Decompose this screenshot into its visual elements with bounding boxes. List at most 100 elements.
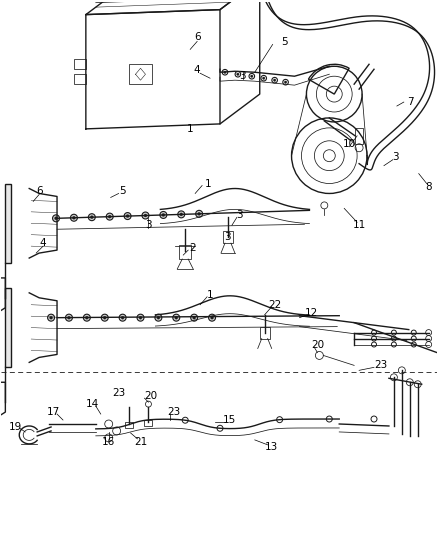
Text: 19: 19 bbox=[9, 422, 22, 432]
Circle shape bbox=[249, 74, 254, 79]
Circle shape bbox=[162, 213, 165, 216]
Circle shape bbox=[326, 416, 332, 422]
Text: 3: 3 bbox=[237, 211, 243, 220]
Text: 4: 4 bbox=[40, 238, 46, 248]
Circle shape bbox=[90, 216, 93, 219]
Text: 16: 16 bbox=[102, 437, 115, 447]
Text: 22: 22 bbox=[268, 300, 281, 310]
Bar bbox=[355, 128, 363, 144]
Circle shape bbox=[235, 71, 240, 77]
Text: 1: 1 bbox=[207, 290, 213, 300]
Circle shape bbox=[48, 314, 55, 321]
Circle shape bbox=[237, 73, 239, 76]
Circle shape bbox=[101, 314, 108, 321]
Text: 5: 5 bbox=[119, 187, 126, 197]
Circle shape bbox=[139, 316, 142, 319]
Circle shape bbox=[277, 417, 283, 423]
Circle shape bbox=[284, 81, 287, 83]
Text: 12: 12 bbox=[305, 308, 318, 318]
Text: 14: 14 bbox=[86, 399, 99, 409]
Circle shape bbox=[273, 79, 276, 82]
Text: 23: 23 bbox=[168, 407, 181, 417]
Text: 11: 11 bbox=[353, 220, 366, 230]
Circle shape bbox=[157, 316, 160, 319]
Circle shape bbox=[142, 212, 149, 219]
Text: 6: 6 bbox=[36, 187, 42, 197]
Bar bbox=[124, 422, 133, 428]
Circle shape bbox=[121, 316, 124, 319]
Text: 17: 17 bbox=[46, 407, 60, 417]
Circle shape bbox=[196, 211, 203, 217]
Circle shape bbox=[144, 214, 147, 217]
Text: 5: 5 bbox=[281, 37, 288, 47]
Circle shape bbox=[55, 217, 57, 220]
Circle shape bbox=[193, 316, 196, 319]
Circle shape bbox=[137, 314, 144, 321]
Circle shape bbox=[178, 211, 185, 218]
Bar bbox=[5, 183, 11, 263]
Circle shape bbox=[180, 213, 183, 216]
Circle shape bbox=[53, 215, 60, 222]
Circle shape bbox=[371, 416, 377, 422]
Circle shape bbox=[261, 76, 266, 81]
Bar bbox=[74, 74, 86, 84]
Circle shape bbox=[88, 214, 95, 221]
Text: 10: 10 bbox=[343, 139, 356, 149]
Text: 3: 3 bbox=[145, 220, 152, 230]
Bar bbox=[74, 59, 86, 69]
Circle shape bbox=[173, 314, 180, 321]
Circle shape bbox=[72, 216, 75, 219]
Bar bbox=[179, 245, 191, 259]
Bar bbox=[145, 420, 152, 426]
Circle shape bbox=[392, 336, 396, 341]
Text: 3: 3 bbox=[392, 152, 399, 161]
Text: 3: 3 bbox=[240, 71, 246, 81]
Circle shape bbox=[71, 214, 78, 221]
Circle shape bbox=[222, 69, 228, 75]
Circle shape bbox=[49, 316, 53, 319]
Circle shape bbox=[103, 316, 106, 319]
Circle shape bbox=[371, 336, 377, 341]
Text: 1: 1 bbox=[205, 179, 212, 189]
Circle shape bbox=[124, 213, 131, 220]
Circle shape bbox=[155, 314, 162, 321]
Circle shape bbox=[108, 215, 111, 218]
Circle shape bbox=[411, 336, 416, 341]
Text: 13: 13 bbox=[265, 442, 278, 452]
Circle shape bbox=[411, 330, 416, 335]
Bar bbox=[5, 288, 11, 367]
Circle shape bbox=[217, 425, 223, 431]
Text: 1: 1 bbox=[187, 124, 194, 134]
Text: 15: 15 bbox=[223, 415, 237, 425]
Bar bbox=[260, 327, 270, 338]
Circle shape bbox=[211, 316, 214, 319]
Circle shape bbox=[251, 75, 253, 77]
Circle shape bbox=[175, 316, 178, 319]
Circle shape bbox=[392, 330, 396, 335]
Circle shape bbox=[272, 77, 277, 83]
Circle shape bbox=[198, 212, 201, 215]
Circle shape bbox=[182, 417, 188, 423]
Text: 20: 20 bbox=[311, 340, 324, 350]
Circle shape bbox=[106, 213, 113, 220]
Text: 20: 20 bbox=[144, 391, 157, 401]
Text: 6: 6 bbox=[194, 33, 201, 43]
Circle shape bbox=[126, 215, 129, 217]
Bar bbox=[129, 64, 152, 84]
Circle shape bbox=[283, 79, 288, 85]
Text: 2: 2 bbox=[189, 243, 195, 253]
Text: 8: 8 bbox=[425, 182, 432, 191]
Text: 7: 7 bbox=[407, 97, 414, 107]
Circle shape bbox=[67, 316, 71, 319]
Circle shape bbox=[262, 77, 265, 79]
Text: 4: 4 bbox=[194, 65, 201, 75]
Text: 21: 21 bbox=[134, 437, 147, 447]
Text: 23: 23 bbox=[374, 360, 388, 370]
Circle shape bbox=[208, 314, 215, 321]
Circle shape bbox=[160, 212, 167, 219]
Text: 3: 3 bbox=[225, 232, 231, 242]
Bar bbox=[223, 231, 233, 243]
Circle shape bbox=[392, 342, 396, 347]
Circle shape bbox=[411, 342, 416, 347]
Circle shape bbox=[191, 314, 198, 321]
